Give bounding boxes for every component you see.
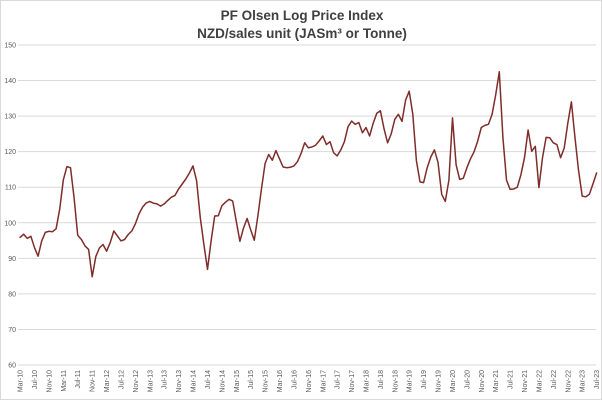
chart-title-block: PF Olsen Log Price Index NZD/sales unit … bbox=[1, 7, 601, 42]
x-axis-tick-label: Nov-15 bbox=[263, 370, 270, 393]
y-axis-tick-label: 80 bbox=[8, 291, 16, 298]
x-axis-tick-label: Nov-20 bbox=[479, 370, 486, 393]
x-axis-tick-label: Jul-13 bbox=[162, 370, 169, 389]
x-axis-tick-label: Mar-21 bbox=[493, 370, 500, 392]
price-line-series bbox=[19, 70, 598, 278]
x-axis-tick-label: Jul-23 bbox=[594, 370, 601, 389]
x-axis-tick-label: Mar-16 bbox=[277, 370, 284, 392]
x-axis-tick-label: Mar-15 bbox=[234, 370, 241, 392]
x-axis-tick-label: Jul-19 bbox=[421, 370, 428, 389]
y-axis-tick-label: 140 bbox=[4, 78, 16, 85]
x-axis-tick-label: Mar-10 bbox=[18, 370, 25, 392]
y-axis-tick-label: 100 bbox=[4, 220, 16, 227]
x-axis-tick-label: Jul-11 bbox=[75, 370, 82, 389]
x-axis-tick-label: Nov-22 bbox=[565, 370, 572, 393]
x-axis-tick-label: Mar-14 bbox=[191, 370, 198, 392]
y-axis-tick-label: 70 bbox=[8, 327, 16, 334]
x-axis-tick-label: Nov-10 bbox=[46, 370, 53, 393]
chart-title: PF Olsen Log Price Index bbox=[220, 8, 384, 23]
y-axis-tick-label: 130 bbox=[4, 114, 16, 121]
x-axis-tick-label: Mar-17 bbox=[320, 370, 327, 392]
x-axis-tick-label: Jul-22 bbox=[551, 370, 558, 389]
y-axis-tick-label: 120 bbox=[4, 149, 16, 156]
y-axis-tick-label: 60 bbox=[8, 363, 16, 370]
x-axis-tick-label: Mar-22 bbox=[536, 370, 543, 392]
y-axis-tick-label: 90 bbox=[8, 256, 16, 263]
x-axis-tick-label: Nov-13 bbox=[176, 370, 183, 393]
y-axis-tick-label: 150 bbox=[4, 43, 16, 50]
x-axis-tick-label: Mar-18 bbox=[363, 370, 370, 392]
x-axis-tick-label: Nov-21 bbox=[522, 370, 529, 393]
x-axis-tick-label: Jul-18 bbox=[378, 370, 385, 389]
x-axis-tick-label: Mar-23 bbox=[580, 370, 587, 392]
x-axis-tick-label: Nov-19 bbox=[436, 370, 443, 393]
x-axis-tick-label: Nov-11 bbox=[90, 370, 97, 392]
x-axis-tick-label: Mar-13 bbox=[147, 370, 154, 392]
x-axis-tick-label: Nov-12 bbox=[133, 370, 140, 393]
x-axis-tick-label: Jul-20 bbox=[464, 370, 471, 389]
x-axis-tick-label: Nov-16 bbox=[306, 370, 313, 393]
x-axis-tick-label: Mar-12 bbox=[104, 370, 111, 392]
x-axis-tick-label: Jul-14 bbox=[205, 370, 212, 389]
chart-subtitle: NZD/sales unit (JASm³ or Tonne) bbox=[197, 25, 407, 41]
x-axis-tick-label: Nov-18 bbox=[392, 370, 399, 393]
x-axis-tick-label: Mar-19 bbox=[407, 370, 414, 392]
x-axis-tick-label: Jul-21 bbox=[508, 370, 515, 389]
x-axis-tick-label: Nov-14 bbox=[219, 370, 226, 393]
x-axis-tick-label: Jul-15 bbox=[248, 370, 255, 389]
x-axis-tick-label: Jul-17 bbox=[335, 370, 342, 389]
y-axis-tick-label: 110 bbox=[5, 185, 16, 192]
x-axis-tick-label: Mar-20 bbox=[450, 370, 457, 392]
x-axis-tick-label: Mar-11 bbox=[61, 370, 68, 392]
x-axis-tick-label: Jul-10 bbox=[32, 370, 39, 389]
x-axis-tick-label: Jul-12 bbox=[118, 370, 125, 389]
x-axis-tick-label: Jul-16 bbox=[291, 370, 298, 389]
x-axis-tick-label: Nov-17 bbox=[349, 370, 356, 393]
